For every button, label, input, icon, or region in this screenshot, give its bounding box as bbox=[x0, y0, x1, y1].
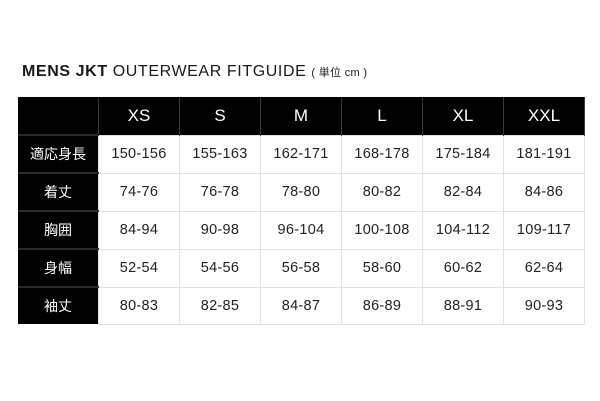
measurement-cell: 86-89 bbox=[341, 286, 423, 325]
measurement-cell: 58-60 bbox=[341, 248, 423, 288]
size-header: XXL bbox=[503, 97, 585, 135]
measurement-cell: 54-56 bbox=[179, 248, 261, 288]
table-row: 袖丈 80-83 82-85 84-87 86-89 88-91 90-93 bbox=[18, 286, 585, 325]
size-header: XS bbox=[98, 97, 180, 135]
measurement-cell: 80-83 bbox=[98, 286, 180, 325]
table-row: 適応身長 150-156 155-163 162-171 168-178 175-184 1… bbox=[18, 134, 585, 174]
measurement-cell: 62-64 bbox=[503, 248, 585, 288]
measurement-cell: 175-184 bbox=[422, 134, 504, 174]
size-header: S bbox=[179, 97, 261, 135]
measurement-cell: 104-112 bbox=[422, 210, 504, 250]
size-chart-table: XS S M L XL XXL 適応身長 150-156 155-163 162-17… bbox=[18, 97, 585, 325]
size-header: M bbox=[260, 97, 342, 135]
measurement-cell: 90-93 bbox=[503, 286, 585, 325]
title-bold: MENS JKT bbox=[22, 63, 108, 80]
row-label: 身幅 bbox=[18, 248, 99, 287]
measurement-cell: 82-85 bbox=[179, 286, 261, 325]
row-label: 適応身長 bbox=[18, 134, 99, 173]
measurement-cell: 52-54 bbox=[98, 248, 180, 288]
row-label: 胸囲 bbox=[18, 210, 99, 249]
page-title: MENS JKT OUTERWEAR FITGUIDE ( 単位 cm ) bbox=[22, 63, 367, 81]
table-row: 胸囲 84-94 90-98 96-104 100-108 104-112 109-117 bbox=[18, 210, 585, 250]
measurement-cell: 181-191 bbox=[503, 134, 585, 174]
measurement-cell: 78-80 bbox=[260, 172, 342, 212]
row-label: 袖丈 bbox=[18, 286, 99, 324]
measurement-cell: 84-94 bbox=[98, 210, 180, 250]
measurement-cell: 84-86 bbox=[503, 172, 585, 212]
measurement-cell: 60-62 bbox=[422, 248, 504, 288]
title-regular: OUTERWEAR FITGUIDE bbox=[112, 63, 307, 80]
measurement-cell: 150-156 bbox=[98, 134, 180, 174]
measurement-cell: 96-104 bbox=[260, 210, 342, 250]
measurement-cell: 155-163 bbox=[179, 134, 261, 174]
row-label: 着丈 bbox=[18, 172, 99, 211]
measurement-cell: 82-84 bbox=[422, 172, 504, 212]
measurement-cell: 74-76 bbox=[98, 172, 180, 212]
measurement-cell: 88-91 bbox=[422, 286, 504, 325]
size-header: L bbox=[341, 97, 423, 135]
size-header: XL bbox=[422, 97, 504, 135]
measurement-cell: 76-78 bbox=[179, 172, 261, 212]
measurement-cell: 90-98 bbox=[179, 210, 261, 250]
measurement-cell: 168-178 bbox=[341, 134, 423, 174]
measurement-cell: 162-171 bbox=[260, 134, 342, 174]
table-row: 身幅 52-54 54-56 56-58 58-60 60-62 62-64 bbox=[18, 248, 585, 288]
header-row: XS S M L XL XXL bbox=[18, 97, 585, 135]
measurement-cell: 84-87 bbox=[260, 286, 342, 325]
measurement-cell: 100-108 bbox=[341, 210, 423, 250]
measurement-cell: 109-117 bbox=[503, 210, 585, 250]
measurement-cell: 80-82 bbox=[341, 172, 423, 212]
measurement-cell: 56-58 bbox=[260, 248, 342, 288]
title-unit: ( 単位 cm ) bbox=[311, 67, 368, 79]
corner-cell bbox=[18, 97, 99, 135]
table-row: 着丈 74-76 76-78 78-80 80-82 82-84 84-86 bbox=[18, 172, 585, 212]
